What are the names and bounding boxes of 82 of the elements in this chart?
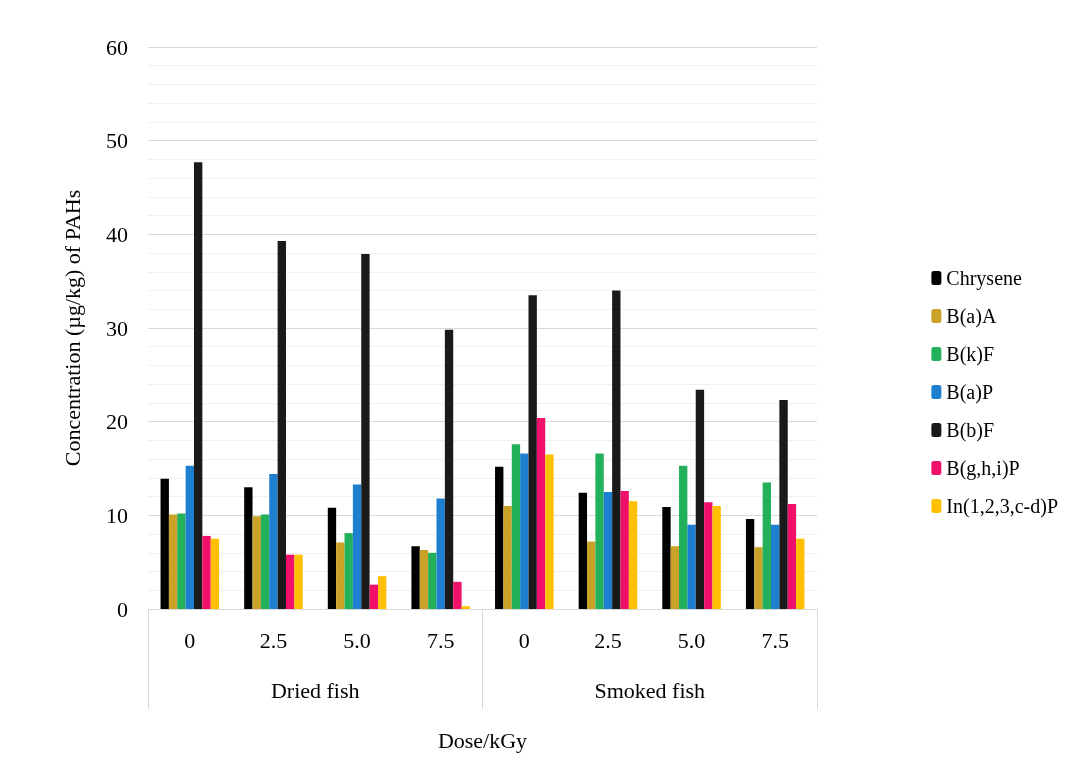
bar — [285, 554, 295, 609]
bar — [603, 491, 613, 609]
bar — [461, 606, 470, 609]
legend-label: B(a)A — [946, 305, 997, 328]
bar — [520, 453, 529, 609]
legend-label: B(b)F — [946, 419, 995, 442]
bar — [536, 417, 546, 609]
bar — [277, 240, 286, 609]
bar — [587, 541, 596, 609]
bar — [704, 502, 713, 609]
y-tick-label: 50 — [106, 128, 128, 154]
y-tick-label: 20 — [106, 409, 128, 435]
bar — [185, 465, 194, 609]
bar — [244, 487, 253, 609]
bar — [687, 524, 696, 609]
x-tick-label: 7.5 — [426, 627, 455, 653]
x-tick-label: 2.5 — [259, 627, 288, 653]
bar — [252, 516, 261, 609]
x-tick-label: 5.0 — [677, 627, 706, 653]
bar — [754, 547, 763, 609]
x-tick-label: 0 — [184, 627, 196, 653]
legend-label: Chrysene — [946, 267, 1023, 290]
x-tick-label: 5.0 — [343, 627, 371, 653]
bar — [352, 484, 362, 609]
bar — [595, 453, 604, 609]
legend-label: B(g,h,i)P — [946, 457, 1020, 480]
bar — [620, 490, 629, 609]
bar — [528, 295, 537, 609]
bar — [762, 482, 772, 609]
bar — [294, 554, 303, 609]
text: Smoked fish — [594, 677, 706, 703]
bar — [679, 465, 688, 609]
bar — [344, 533, 353, 609]
bar — [444, 329, 454, 609]
bar — [787, 504, 797, 609]
legend-label: B(k)F — [946, 343, 995, 366]
bar — [177, 513, 186, 609]
bar — [419, 549, 429, 609]
bar — [160, 478, 169, 609]
bar — [436, 498, 445, 609]
bar — [662, 506, 671, 609]
bar — [695, 389, 705, 609]
legend-label: B(a)P — [946, 381, 994, 404]
bar — [670, 546, 680, 609]
bar — [796, 538, 805, 609]
bar — [168, 514, 178, 609]
bar — [628, 501, 638, 609]
bar — [411, 546, 420, 609]
bar — [612, 290, 621, 609]
bar — [745, 519, 755, 609]
bar — [210, 538, 220, 609]
bar — [503, 505, 512, 609]
y-tick-label: 0 — [117, 596, 128, 622]
legend-label: In(1,2,3,c-d)P — [946, 495, 1058, 518]
bar — [327, 507, 337, 609]
text: Dried fish — [270, 677, 360, 703]
bar — [779, 400, 788, 609]
bar — [771, 524, 780, 609]
bar — [269, 474, 278, 609]
bar — [336, 542, 345, 609]
y-tick-label: 30 — [106, 315, 128, 341]
bar — [369, 584, 378, 609]
bar — [578, 492, 588, 609]
x-tick-label: 7.5 — [761, 627, 789, 653]
bar — [361, 254, 370, 609]
x-tick-label: 0 — [518, 627, 530, 653]
bar — [511, 444, 521, 609]
y-tick-label: 40 — [106, 221, 128, 247]
bar — [545, 454, 554, 609]
bar — [495, 466, 504, 609]
bar — [260, 514, 270, 609]
bar — [202, 535, 211, 609]
bar — [428, 552, 437, 609]
bar — [193, 162, 203, 609]
bar — [377, 576, 387, 609]
y-tick-label: 60 — [106, 34, 128, 60]
y-axis-title: Concentration (µg/kg) of PAHs — [59, 189, 85, 467]
y-tick-label: 10 — [106, 502, 128, 528]
bar — [712, 505, 721, 609]
bar — [453, 581, 462, 609]
x-axis-title: Dose/kGy — [437, 727, 528, 753]
x-tick-label: 2.5 — [594, 627, 622, 653]
